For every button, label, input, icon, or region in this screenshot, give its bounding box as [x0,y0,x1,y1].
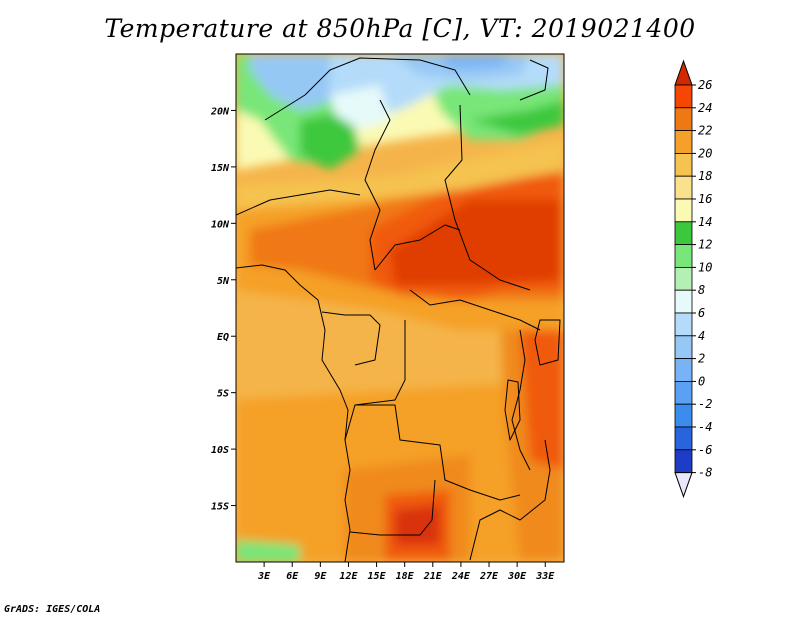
lon-tick-label: 24E [451,571,471,582]
lon-tick-label: 21E [423,571,443,582]
lat-tick-label: 20N [210,106,230,117]
colorbar-label: 10 [698,260,712,274]
lon-axis: 3E 6E 9E 12E 15E 18E 21E 24E 27E 30E 33E [257,562,555,582]
lon-tick-label: 18E [396,571,415,582]
colorbar-label: 24 [698,101,712,115]
lat-tick-label: 5N [217,276,230,287]
colorbar-label: 20 [698,146,712,160]
colorbar-label: -8 [698,466,712,480]
colorbar-segment [674,380,693,405]
colorbar-segment [674,449,693,473]
colorbar-segment [674,198,693,223]
colorbar-below-triangle [674,472,693,499]
lon-tick-label: 27E [479,571,499,582]
colorbar-label: 16 [698,192,712,206]
colorbar-segment [674,175,693,200]
lon-tick-label: 6E [286,571,299,582]
colorbar-label: 8 [698,283,705,297]
chart-title: Temperature at 850hPa [C], VT: 201902140… [104,14,696,43]
temperature-field [236,54,564,562]
colorbar-label: 2 [698,352,705,366]
lat-tick-label: 15S [211,502,229,513]
colorbar-label: -6 [698,443,712,457]
colorbar-segment [674,335,693,359]
lat-tick-label: 10S [211,445,229,456]
colorbar-segment [674,289,693,314]
lon-tick-label: 12E [339,571,358,582]
colorbar-segment [674,84,693,109]
colorbar-label: 6 [698,306,705,320]
colorbar-segment [674,107,693,132]
colorbar-segment [674,426,693,451]
colorbar-segment [674,358,693,382]
colorbar-label: 22 [698,124,712,138]
colorbar-label: -2 [698,397,712,411]
colorbar-label: 14 [698,215,712,229]
lon-tick-label: 9E [314,571,327,582]
colorbar-label: -4 [698,420,712,434]
colorbar-label: 0 [698,374,705,388]
lon-tick-label: 3E [257,571,271,582]
lat-tick-label: 10N [211,219,230,230]
colorbar-segment [674,403,693,428]
lon-tick-label: 33E [535,571,555,582]
colorbar-above-triangle [674,59,693,86]
colorbar-label: 12 [698,238,712,252]
lon-tick-label: 15E [368,571,387,582]
colorbar-segment [674,221,693,246]
colorbar-label: 18 [698,169,712,183]
colorbar-segment [674,130,693,154]
map-frame [235,53,565,563]
lat-tick-label: 5S [217,389,229,400]
colorbar-segment [674,266,693,291]
colorbar-label: 4 [698,329,705,343]
lat-axis: 20N 15N 10N 5N EQ 5S 10S 15S [210,106,236,513]
credit-text: GrADS: IGES/COLA [4,604,101,615]
colorbar-label: 26 [698,78,712,92]
lat-tick-label: EQ [217,332,229,343]
lat-tick-label: 15N [211,163,230,174]
colorbar-segment [674,312,693,337]
colorbar-segment [674,152,693,177]
colorbar-segment [674,244,693,268]
lon-tick-label: 30E [507,571,527,582]
